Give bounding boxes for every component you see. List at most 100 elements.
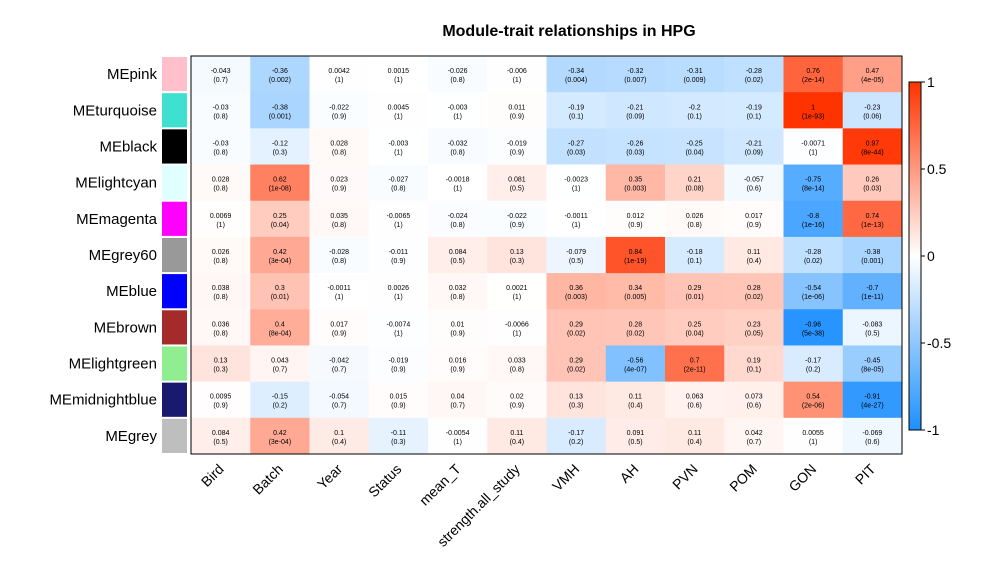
cell-value-label: 0.25: [688, 321, 702, 328]
module-swatch-MEgrey: [162, 418, 187, 453]
cell-pvalue-label: (0.8): [450, 222, 464, 229]
cell-pvalue-label: (0.01): [685, 294, 703, 301]
cell-pvalue-label: (0.08): [685, 186, 703, 193]
heatmap-cell: [724, 381, 784, 419]
heatmap-cell: [487, 345, 547, 383]
cell-value-label: 0.84: [629, 249, 643, 256]
cell-value-label: -0.91: [864, 394, 880, 401]
heatmap-cell: [487, 273, 547, 310]
cell-pvalue-label: (0.9): [391, 403, 405, 410]
cell-value-label: -0.0065: [387, 213, 411, 220]
heatmap-cell: [487, 128, 547, 165]
cell-pvalue-label: (0.5): [213, 439, 227, 446]
cell-pvalue-label: (0.06): [863, 113, 881, 120]
column-label-Bird: Bird: [198, 461, 227, 490]
column-label-PIT: PIT: [852, 460, 879, 487]
heatmap-cell: [605, 417, 666, 455]
cell-value-label: -0.27: [568, 140, 584, 147]
cell-pvalue-label: (0.1): [687, 258, 701, 265]
cell-pvalue-label: (2e-14): [802, 77, 825, 84]
cell-pvalue-label: (8e-44): [861, 149, 884, 156]
cell-pvalue-label: (0.8): [332, 258, 346, 265]
heatmap-cell: [428, 200, 488, 238]
heatmap-cell: [842, 164, 903, 202]
cell-pvalue-label: (0.5): [450, 258, 464, 265]
heatmap-cell: [842, 236, 903, 274]
module-swatch-MElightcyan: [162, 165, 187, 200]
legend-colorbar: [908, 81, 922, 431]
heatmap-cell: [783, 92, 844, 129]
heatmap-cell: [842, 56, 903, 93]
cell-value-label: 0.11: [629, 394, 642, 401]
cell-value-label: -0.032: [448, 140, 468, 147]
cell-pvalue-label: (0.4): [747, 258, 761, 265]
cell-value-label: -0.21: [746, 140, 762, 147]
heatmap-cell: [546, 273, 607, 310]
cell-value-label: -0.26: [627, 140, 643, 147]
module-swatch-MEturquoise: [162, 93, 187, 128]
cell-value-label: 0.091: [627, 430, 645, 437]
cell-pvalue-label: (1): [394, 149, 403, 156]
cell-pvalue-label: (1e-16): [802, 222, 825, 229]
cell-pvalue-label: (0.9): [510, 149, 524, 156]
heatmap-cell: [546, 236, 607, 274]
cell-pvalue-label: (0.003): [565, 294, 587, 301]
cell-pvalue-label: (0.7): [213, 77, 227, 84]
cell-value-label: -0.54: [805, 285, 821, 292]
cell-pvalue-label: (0.9): [510, 222, 524, 229]
cell-value-label: 1: [811, 104, 815, 111]
cell-pvalue-label: (0.9): [628, 222, 642, 229]
cell-value-label: 0.043: [271, 358, 289, 365]
cell-pvalue-label: (0.1): [747, 367, 761, 374]
heatmap-cell: [250, 345, 310, 383]
cell-value-label: 0.74: [866, 213, 880, 220]
row-label-MEpink: MEpink: [107, 66, 158, 83]
heatmap-cell: [842, 273, 903, 310]
cell-value-label: -0.12: [272, 140, 288, 147]
heatmap-cell: [546, 56, 607, 93]
row-label-MEblue: MEblue: [106, 283, 157, 300]
cell-pvalue-label: (0.05): [745, 330, 763, 337]
heatmap-cell: [724, 128, 784, 165]
heatmap-cell: [783, 345, 844, 383]
cell-pvalue-label: (1e-08): [269, 186, 292, 193]
heatmap-cell: [665, 164, 725, 202]
heatmap-cell: [605, 128, 666, 165]
cell-pvalue-label: (0.8): [213, 294, 227, 301]
heatmap-cell: [250, 164, 310, 202]
cell-pvalue-label: (0.001): [269, 113, 291, 120]
cell-value-label: 0.012: [627, 213, 645, 220]
heatmap-cell: [250, 381, 310, 419]
cell-value-label: -0.019: [507, 140, 527, 147]
heatmap-cell: [368, 417, 429, 455]
heatmap-cell: [546, 309, 607, 346]
heatmap-cell: [665, 56, 725, 93]
row-label-MEturquoise: MEturquoise: [73, 102, 157, 119]
heatmap-cell: [309, 273, 370, 310]
heatmap-cell: [191, 345, 251, 383]
cell-pvalue-label: (1): [394, 294, 403, 301]
cell-value-label: -0.19: [746, 104, 762, 111]
heatmap-cell: [842, 92, 903, 129]
cell-pvalue-label: (0.005): [624, 294, 646, 301]
cell-pvalue-label: (0.007): [624, 77, 646, 84]
cell-value-label: 0.47: [866, 68, 880, 75]
cell-value-label: 0.023: [330, 177, 348, 184]
cell-value-label: 0.4: [275, 321, 285, 328]
cell-pvalue-label: (0.009): [684, 77, 706, 84]
heatmap-cell: [309, 56, 370, 93]
cell-value-label: -0.0071: [801, 140, 825, 147]
cell-pvalue-label: (0.03): [863, 186, 881, 193]
cell-value-label: -0.011: [389, 249, 408, 256]
heatmap-cell: [783, 56, 844, 93]
cell-pvalue-label: (0.9): [332, 330, 346, 337]
heatmap-cell: [605, 309, 666, 346]
heatmap-cell: [724, 236, 784, 274]
cell-pvalue-label: (0.3): [391, 439, 405, 446]
heatmap-cell: [428, 309, 488, 346]
cell-pvalue-label: (0.02): [745, 77, 763, 84]
cell-pvalue-label: (0.9): [450, 330, 464, 337]
cell-pvalue-label: (0.003): [624, 186, 646, 193]
color-legend: 1 0.5 0 -0.5 -1: [908, 74, 951, 438]
cell-value-label: 0.29: [569, 358, 583, 365]
